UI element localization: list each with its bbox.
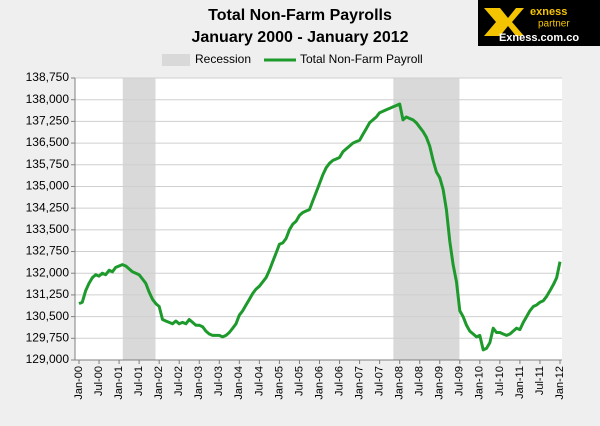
x-tick-label: Jul-10 [494, 366, 506, 396]
y-tick-label: 133,500 [26, 222, 70, 236]
logo-tag: partner [538, 19, 570, 30]
x-tick-label: Jul-01 [133, 366, 145, 396]
x-tick-label: Jan-12 [554, 366, 566, 400]
series-line [78, 102, 562, 352]
chart-title: Total Non-Farm Payrolls [208, 7, 392, 24]
brand-logo: exness partner Exness.com.co [478, 0, 600, 46]
x-tick-label: Jan-02 [153, 366, 165, 400]
legend-label: Recession [195, 52, 251, 66]
plot-area [75, 78, 562, 360]
x-tick-label: Jul-05 [293, 366, 305, 396]
y-tick-label: 131,250 [26, 287, 70, 301]
y-tick-label: 129,750 [26, 330, 70, 344]
y-tick-label: 132,750 [26, 244, 70, 258]
x-tick-label: Jan-03 [193, 366, 205, 400]
y-tick-label: 137,250 [26, 114, 70, 128]
x-tick-label: Jan-07 [353, 366, 365, 400]
logo-url: Exness.com.co [499, 32, 579, 44]
x-tick-label: Jul-06 [333, 366, 345, 396]
y-tick-label: 135,000 [26, 179, 70, 193]
x-tick-label: Jul-03 [213, 366, 225, 396]
y-tick-label: 136,500 [26, 135, 70, 149]
x-tick-label: Jan-08 [394, 366, 406, 400]
y-tick-label: 134,250 [26, 200, 70, 214]
x-tick-label: Jan-10 [474, 366, 486, 400]
logo-name: exness [530, 6, 567, 18]
x-tick-label: Jan-01 [113, 366, 125, 400]
x-tick-label: Jul-07 [374, 366, 386, 396]
logo-mark [484, 8, 524, 36]
x-tick-label: Jul-00 [93, 366, 105, 396]
y-tick-label: 129,000 [26, 352, 70, 366]
x-tick-label: Jul-11 [534, 366, 546, 395]
y-tick-label: 130,500 [26, 309, 70, 323]
recession-band [122, 78, 156, 360]
x-tick-label: Jan-09 [434, 366, 446, 400]
x-tick-label: Jan-06 [313, 366, 325, 400]
legend-label: Total Non-Farm Payroll [300, 52, 423, 66]
x-tick-label: Jan-11 [514, 366, 526, 399]
y-tick-label: 138,750 [26, 70, 70, 84]
x-tick-label: Jan-00 [73, 366, 85, 400]
legend-swatch [162, 54, 190, 66]
x-tick-label: Jul-02 [173, 366, 185, 396]
x-tick-label: Jul-09 [454, 366, 466, 396]
chart-subtitle: January 2000 - January 2012 [191, 29, 408, 46]
y-tick-label: 135,750 [26, 157, 70, 171]
y-tick-label: 132,000 [26, 265, 70, 279]
x-tick-label: Jul-08 [414, 366, 426, 396]
y-tick-label: 138,000 [26, 92, 70, 106]
x-tick-label: Jan-04 [233, 366, 245, 400]
x-tick-label: Jul-04 [253, 366, 265, 396]
x-tick-label: Jan-05 [273, 366, 285, 400]
